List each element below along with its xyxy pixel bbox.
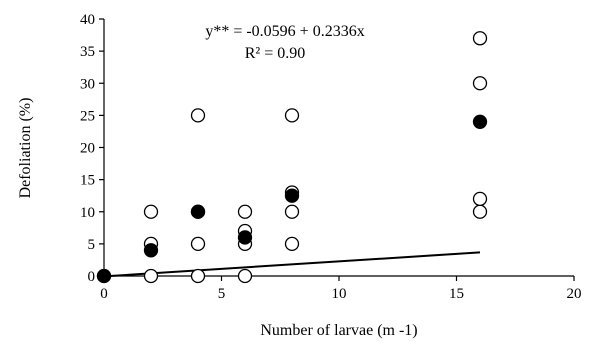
observation-point: [284, 108, 300, 123]
mean-point: [284, 188, 300, 203]
y-tick-label: 20: [80, 141, 95, 157]
observation-point: [143, 268, 159, 284]
x-ticks: 0 5 10 15 20: [100, 276, 582, 302]
y-tick-label: 10: [80, 205, 95, 221]
x-axis-title: Number of larvae (m -1): [260, 322, 417, 339]
y-tick-label: 35: [80, 44, 95, 60]
r-squared: R² = 0.90: [245, 45, 306, 62]
y-tick-label: 5: [88, 237, 96, 253]
y-tick-label: 25: [80, 108, 95, 124]
axes: [103, 19, 574, 277]
y-ticks: 0 5 10 15 20 25 30 35 40: [80, 12, 104, 285]
observation-point: [190, 268, 206, 284]
y-tick-label: 0: [88, 269, 96, 285]
observation-point: [237, 204, 253, 219]
observation-point: [472, 191, 488, 207]
y-tick-label: 15: [80, 173, 95, 189]
x-tick-label: 0: [100, 286, 108, 302]
mean-point: [237, 230, 253, 245]
x-tick-label: 5: [218, 286, 226, 302]
x-tick-label: 20: [567, 286, 582, 302]
observation-point: [284, 236, 300, 252]
mean-point: [96, 268, 112, 284]
observation-point: [472, 204, 488, 219]
data-points: [96, 31, 488, 284]
y-tick-label: 40: [80, 12, 95, 28]
mean-point: [472, 114, 488, 129]
observation-point: [190, 236, 206, 252]
observation-point: [237, 268, 253, 284]
y-tick-label: 30: [80, 76, 95, 92]
mean-point: [190, 204, 206, 219]
observation-point: [143, 204, 159, 219]
x-tick-label: 10: [332, 286, 347, 302]
regression-equation: y** = -0.0596 + 0.2336x: [205, 23, 364, 40]
x-tick-label: 15: [449, 286, 464, 302]
mean-point: [143, 243, 159, 258]
y-axis-title: Defoliation (%): [17, 98, 34, 199]
observation-point: [190, 108, 206, 123]
observation-point: [472, 76, 488, 91]
observation-point: [284, 204, 300, 219]
trendline: [103, 251, 481, 278]
observation-point: [472, 31, 488, 46]
trendline-group: [103, 251, 481, 278]
